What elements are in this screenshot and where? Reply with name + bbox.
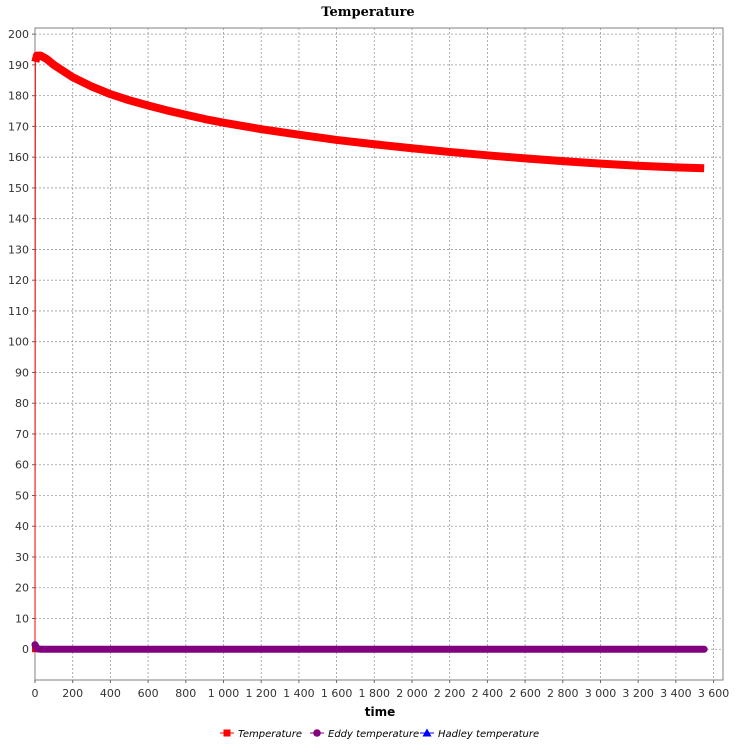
x-tick-label: 1 400 (283, 687, 315, 700)
x-tick-label: 1 600 (321, 687, 353, 700)
y-tick-label: 150 (8, 182, 29, 195)
y-tick-label: 180 (8, 90, 29, 103)
y-tick-label: 130 (8, 243, 29, 256)
y-tick-label: 10 (15, 612, 29, 625)
y-tick-label: 80 (15, 397, 29, 410)
axes: 0 10 20 30 40 50 60 70 80 90 100 110 120 130 140 150 160… (8, 28, 729, 700)
x-tick-label: 600 (138, 687, 159, 700)
x-tick-label: 3 400 (660, 687, 692, 700)
y-tick-label: 120 (8, 274, 29, 287)
x-axis-label: time (365, 705, 396, 719)
y-tick-label: 110 (8, 305, 29, 318)
legend-item: Hadley temperature (420, 729, 539, 741)
y-tick-label: 140 (8, 213, 29, 226)
legend-item: Temperature (220, 729, 302, 740)
y-tick-label: 200 (8, 28, 29, 41)
y-tick-label: 60 (15, 459, 29, 472)
x-tick-label: 2 800 (547, 687, 579, 700)
x-tick-label: 2 200 (434, 687, 466, 700)
x-tick-label: 3 200 (622, 687, 654, 700)
y-tick-label: 90 (15, 366, 29, 379)
y-tick-label: 100 (8, 336, 29, 349)
y-tick-label: 50 (15, 489, 29, 502)
x-tick-label: 2 000 (396, 687, 428, 700)
legend-label: Eddy temperature (328, 729, 419, 740)
y-tick-label: 70 (15, 428, 29, 441)
legend-label: Temperature (238, 729, 302, 740)
y-tick-label: 160 (8, 151, 29, 164)
series-line (35, 56, 704, 169)
x-tick-label: 3 600 (698, 687, 730, 700)
chart-title: Temperature (321, 5, 414, 20)
x-tick-label: 3 000 (585, 687, 617, 700)
y-tick-label: 30 (15, 551, 29, 564)
legend: Temperature Eddy temperature Hadley temper… (220, 729, 539, 741)
x-tick-label: 1 000 (208, 687, 240, 700)
y-tick-label: 20 (15, 582, 29, 595)
legend-circle-marker (313, 729, 321, 737)
x-tick-label: 2 400 (472, 687, 504, 700)
y-tick-label: 170 (8, 120, 29, 133)
x-tick-label: 0 (32, 687, 39, 700)
x-tick-label: 1 800 (359, 687, 391, 700)
grid (35, 28, 723, 680)
legend-square-marker (224, 730, 231, 737)
y-tick-label: 190 (8, 59, 29, 72)
series-line (35, 645, 704, 650)
plot-area (35, 28, 723, 680)
y-tick-label: 40 (15, 520, 29, 533)
x-tick-label: 200 (62, 687, 83, 700)
legend-item: Eddy temperature (310, 729, 419, 740)
series-eddy-temperature (35, 645, 704, 650)
x-tick-label: 1 200 (245, 687, 277, 700)
x-tick-label: 400 (100, 687, 121, 700)
series-layer (32, 56, 704, 653)
series-temperature (32, 56, 704, 653)
y-tick-label: 0 (22, 643, 29, 656)
x-tick-label: 2 600 (509, 687, 541, 700)
legend-label: Hadley temperature (438, 729, 539, 740)
x-tick-label: 800 (175, 687, 196, 700)
